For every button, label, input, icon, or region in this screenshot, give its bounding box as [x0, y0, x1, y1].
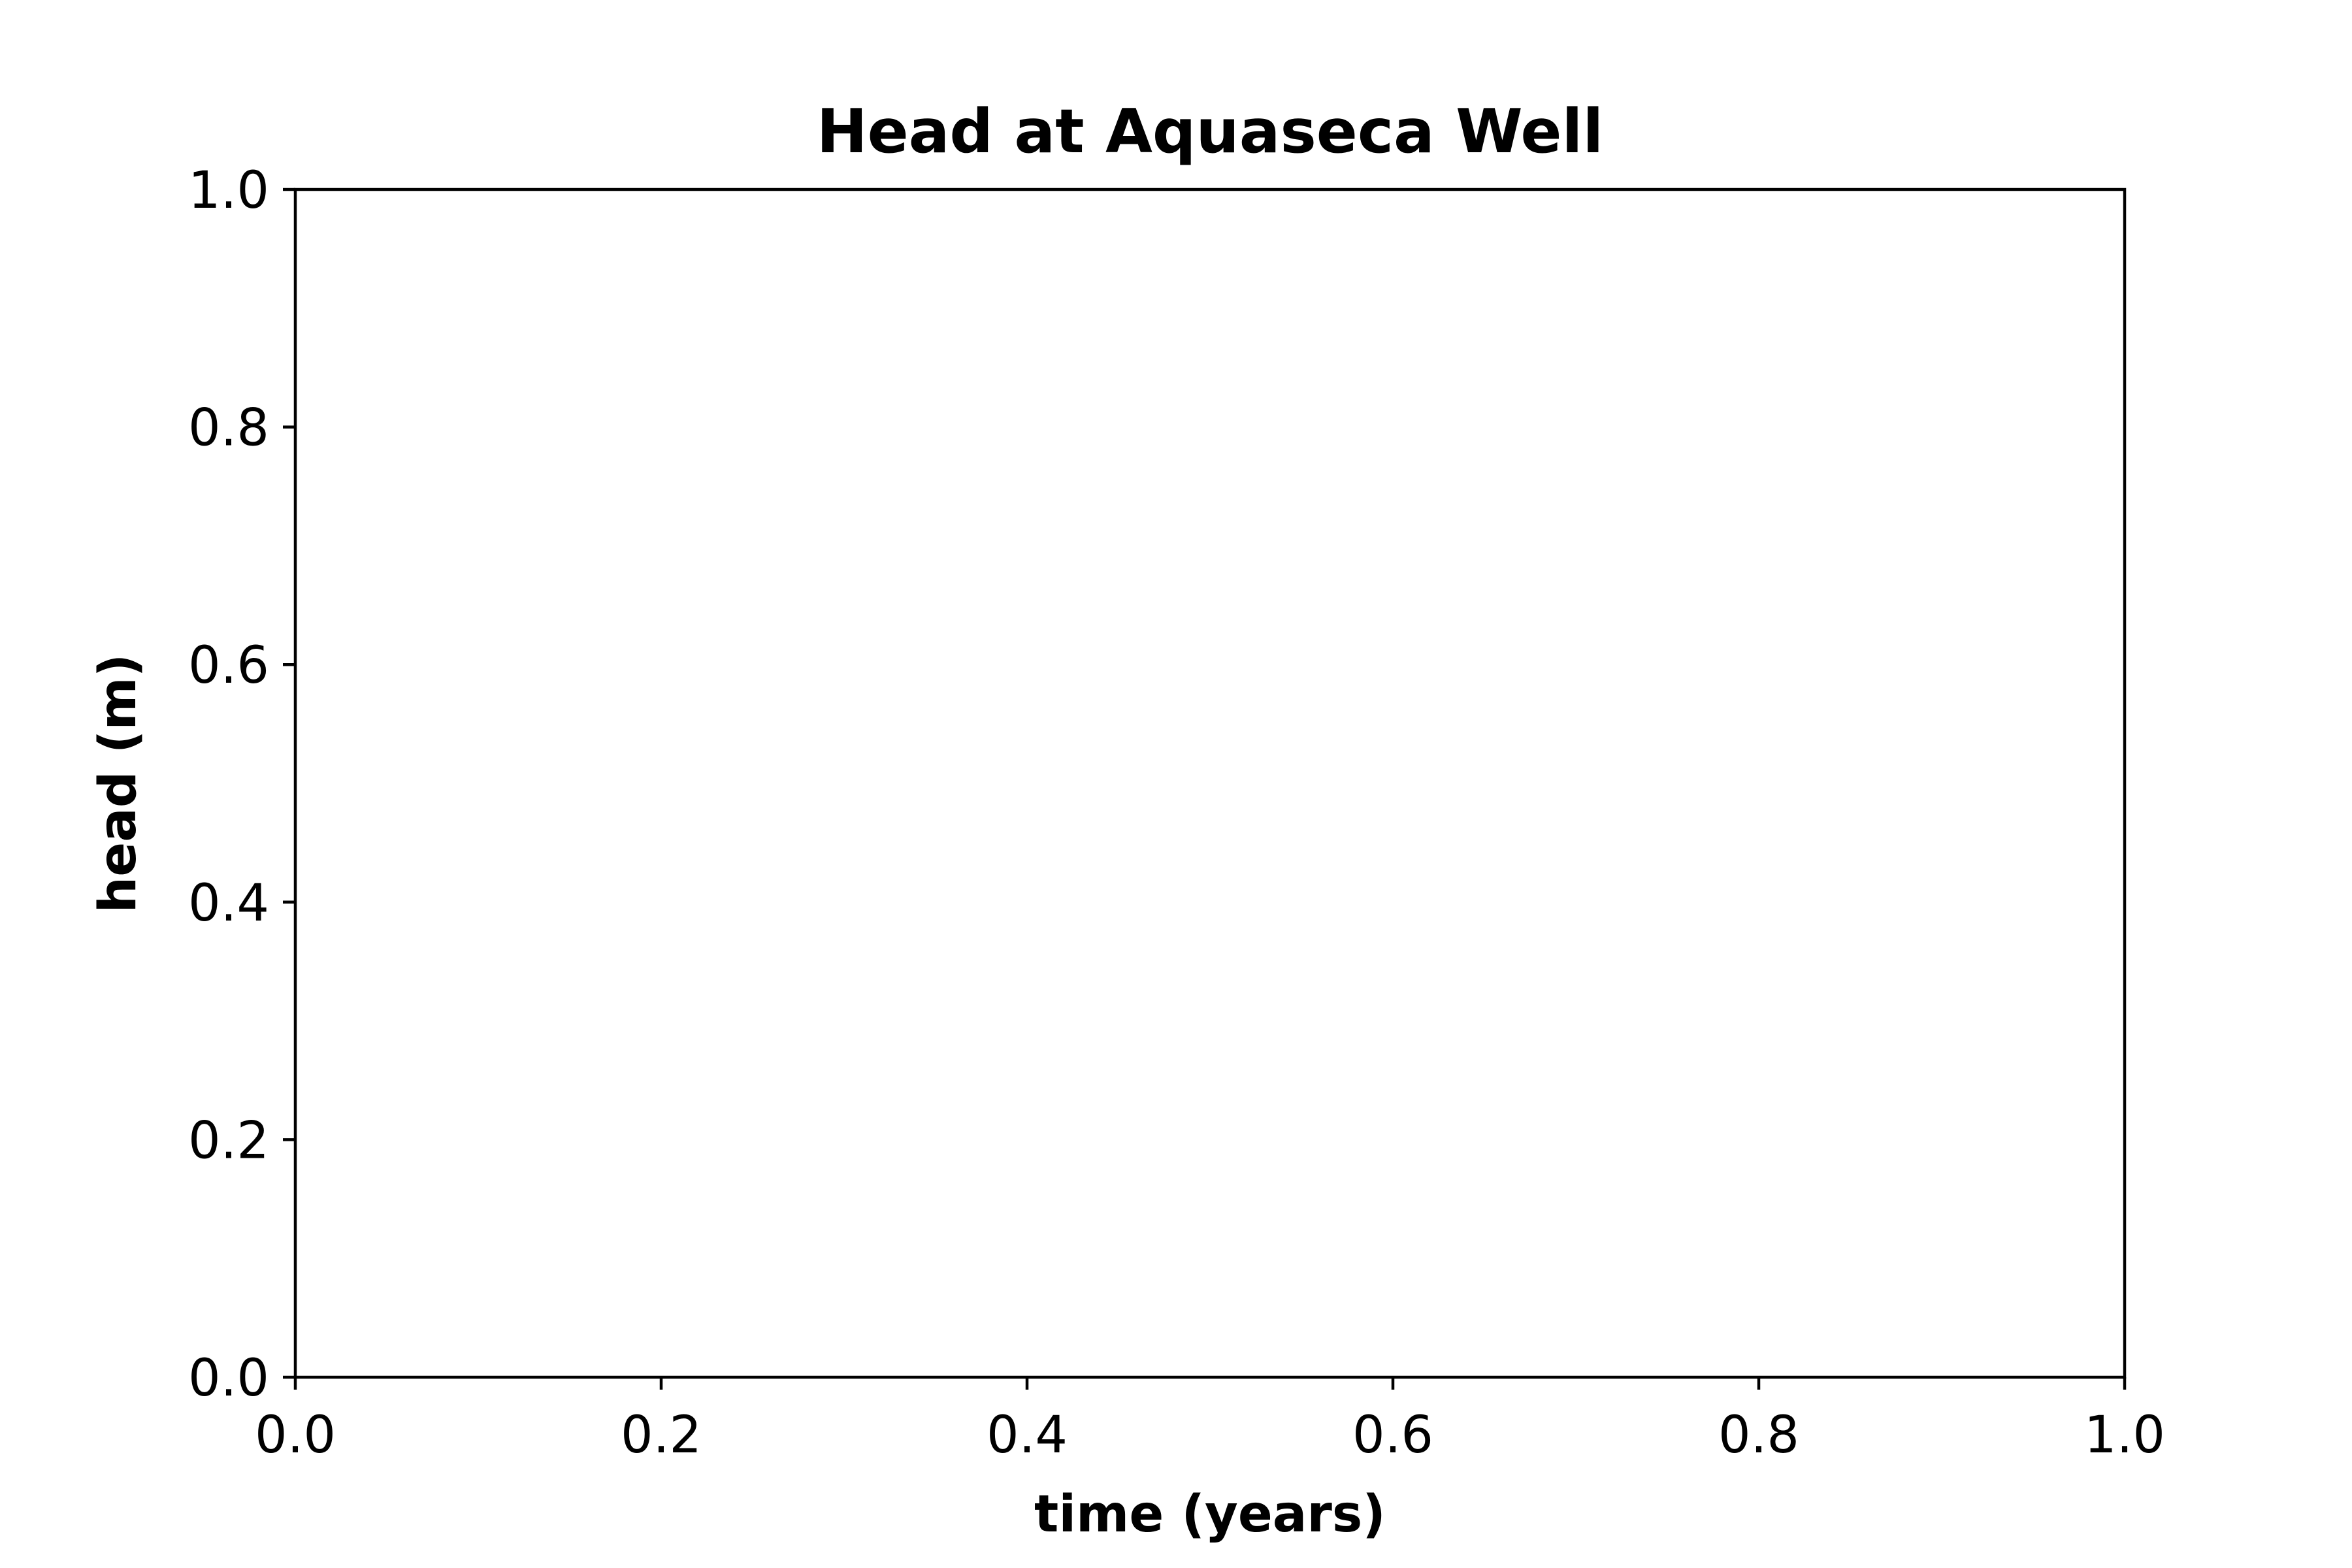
x-tick-label: 0.4: [987, 1406, 1068, 1465]
x-tick-label: 0.2: [621, 1406, 702, 1465]
x-tick-label: 0.6: [1352, 1406, 1433, 1465]
plot-area: [293, 188, 2127, 1379]
y-tick-label: 0.8: [188, 399, 269, 458]
x-axis-label: time (years): [1034, 1485, 1386, 1544]
y-axis-label: head (m): [89, 654, 148, 913]
y-tick-label: 1.0: [188, 161, 269, 220]
x-axis: 0.0 0.2 0.4 0.6 0.8 1.0: [255, 1377, 2165, 1465]
y-axis: 0.0 0.2 0.4 0.6 0.8 1.0: [188, 161, 295, 1408]
y-tick-label: 0.0: [188, 1349, 269, 1408]
y-tick-label: 0.2: [188, 1111, 269, 1170]
x-tick-label: 1.0: [2084, 1406, 2165, 1465]
x-tick-label: 0.8: [1718, 1406, 1799, 1465]
y-tick-label: 0.6: [188, 636, 269, 695]
chart-title: Head at Aquaseca Well: [817, 96, 1604, 167]
y-tick-label: 0.4: [188, 874, 269, 933]
axes-frame: [293, 188, 2127, 1379]
x-tick-label: 0.0: [255, 1406, 336, 1465]
